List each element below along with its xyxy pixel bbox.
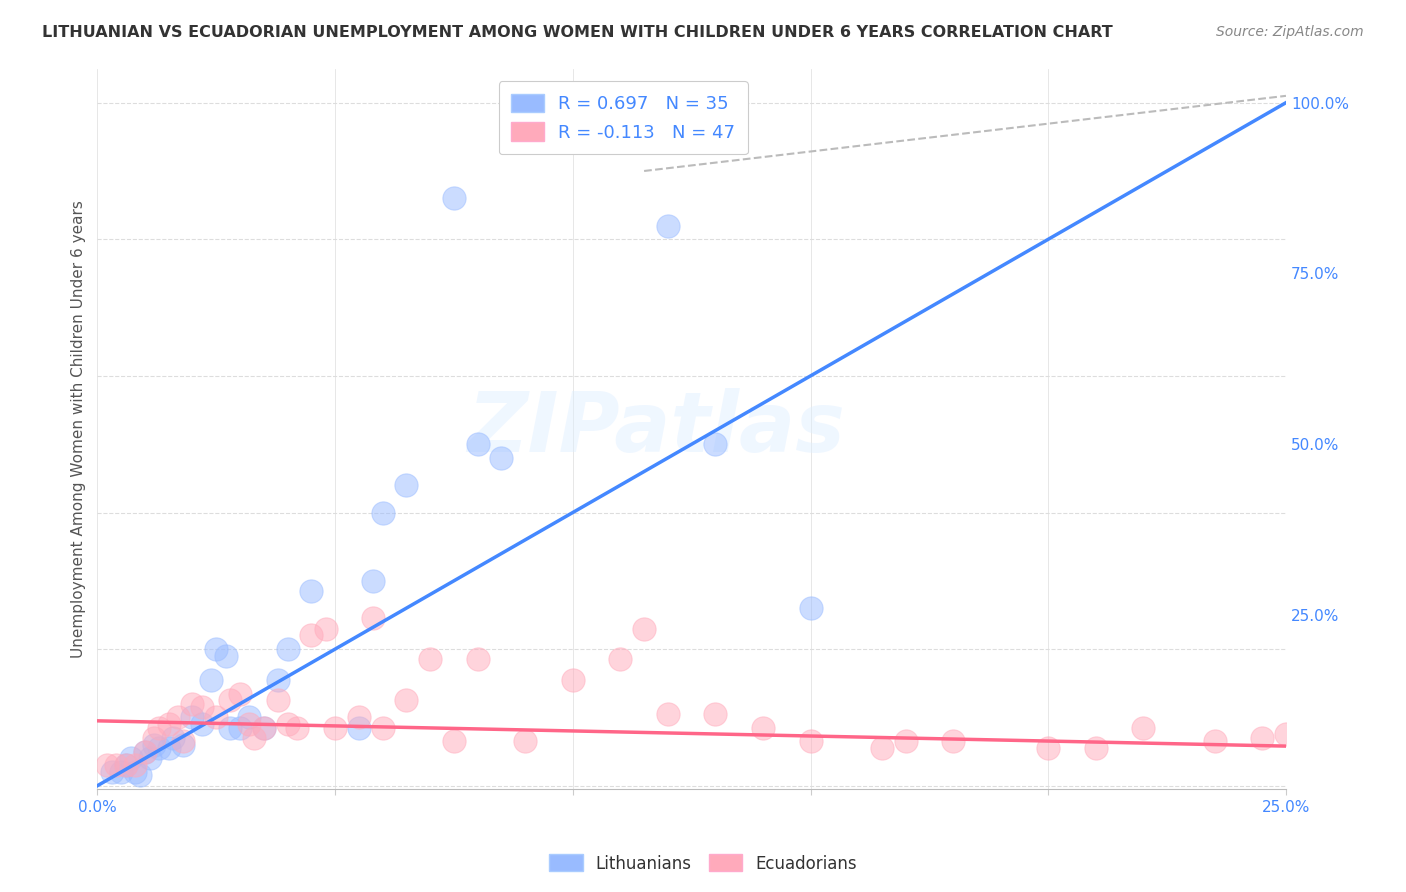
Legend: Lithuanians, Ecuadorians: Lithuanians, Ecuadorians [543,847,863,880]
Point [1204,734,1226,748]
Point [1038,741,1060,756]
Point [704,706,727,721]
Point [124,765,146,780]
Point [657,706,679,721]
Point [172,734,194,748]
Point [419,652,441,666]
Point [267,693,290,707]
Point [1132,721,1154,735]
Point [277,642,299,657]
Point [215,648,238,663]
Point [115,758,138,772]
Point [371,506,394,520]
Point [1084,741,1107,756]
Point [253,721,276,735]
Point [395,478,418,492]
Point [657,219,679,233]
Point [110,765,132,780]
Point [181,710,204,724]
Point [157,717,180,731]
Point [167,710,190,724]
Point [633,622,655,636]
Y-axis label: Unemployment Among Women with Children Under 6 years: Unemployment Among Women with Children U… [72,200,86,657]
Point [267,673,290,687]
Point [443,191,465,205]
Point [124,758,146,772]
Point [205,642,228,657]
Point [138,751,160,765]
Point [347,721,370,735]
Point [870,741,893,756]
Point [115,758,138,772]
Point [157,741,180,756]
Point [120,751,142,765]
Point [148,741,170,756]
Point [285,721,308,735]
Point [299,584,322,599]
Point [143,738,166,752]
Point [704,437,727,451]
Point [799,601,821,615]
Point [148,721,170,735]
Point [229,686,252,700]
Point [315,622,337,636]
Point [96,758,118,772]
Point [752,721,775,735]
Point [105,758,128,772]
Point [467,652,489,666]
Point [100,765,122,780]
Point [942,734,965,748]
Text: Source: ZipAtlas.com: Source: ZipAtlas.com [1216,25,1364,39]
Point [443,734,465,748]
Point [1251,731,1274,745]
Point [205,710,228,724]
Point [134,745,156,759]
Point [1275,727,1298,741]
Point [172,738,194,752]
Point [561,673,583,687]
Point [395,693,418,707]
Point [361,574,384,588]
Point [277,717,299,731]
Point [467,437,489,451]
Point [219,721,242,735]
Point [238,710,260,724]
Point [323,721,346,735]
Point [609,652,631,666]
Text: ZIPatlas: ZIPatlas [467,388,845,469]
Point [371,721,394,735]
Point [243,731,266,745]
Point [361,611,384,625]
Legend: R = 0.697   N = 35, R = -0.113   N = 47: R = 0.697 N = 35, R = -0.113 N = 47 [499,81,748,154]
Point [515,734,537,748]
Point [799,734,821,748]
Point [162,731,184,745]
Point [491,450,513,465]
Point [191,717,214,731]
Point [347,710,370,724]
Point [129,768,152,782]
Point [219,693,242,707]
Point [299,628,322,642]
Point [134,745,156,759]
Point [238,717,260,731]
Point [191,700,214,714]
Point [229,721,252,735]
Point [143,731,166,745]
Point [200,673,222,687]
Point [181,697,204,711]
Point [894,734,917,748]
Point [253,721,276,735]
Text: LITHUANIAN VS ECUADORIAN UNEMPLOYMENT AMONG WOMEN WITH CHILDREN UNDER 6 YEARS CO: LITHUANIAN VS ECUADORIAN UNEMPLOYMENT AM… [42,25,1114,40]
